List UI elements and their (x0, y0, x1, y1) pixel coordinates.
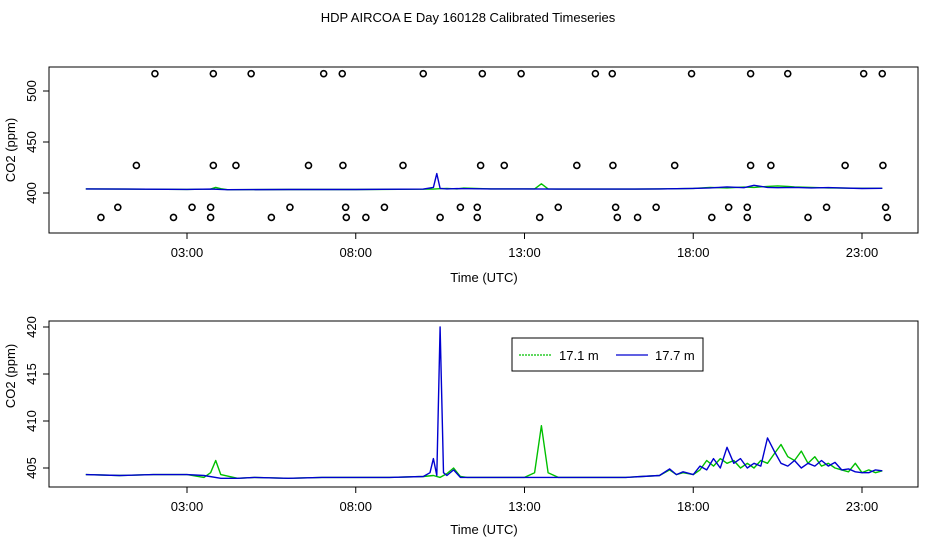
x-tick-label: 23:00 (846, 245, 879, 260)
series-line-17-7-m (85, 172, 883, 191)
calibration-point (883, 213, 892, 222)
calibration-point (286, 203, 294, 212)
series-line-17-7-m (85, 326, 883, 479)
calibration-point (341, 203, 350, 212)
calibration-point (517, 69, 525, 78)
x-tick-label: 08:00 (339, 245, 372, 260)
calibration-point (478, 69, 487, 78)
calibration-point (339, 161, 347, 170)
calibration-point (743, 213, 752, 222)
x-tick-label: 03:00 (171, 499, 204, 514)
y-axis-label: CO2 (ppm) (3, 344, 18, 408)
calibration-point (206, 203, 215, 212)
calibration-point (613, 213, 622, 222)
x-tick-label: 13:00 (508, 499, 541, 514)
calibration-point (608, 69, 617, 78)
calibration-point (399, 161, 407, 170)
calibration-point (319, 69, 328, 78)
calibration-point (97, 213, 105, 222)
calibration-point (132, 161, 141, 170)
calibration-point (879, 161, 887, 170)
x-tick-label: 18:00 (677, 499, 710, 514)
calibration-point (209, 161, 218, 170)
calibration-panel: 03:00 08:00 13:00 18:00 23:00 400 450 500 Time… (3, 66, 919, 285)
calibration-point (456, 203, 465, 212)
calibration-point (338, 69, 347, 78)
calibration-point (609, 161, 617, 170)
calibration-point (419, 69, 428, 78)
calibration-point (573, 161, 581, 170)
calibration-point (476, 161, 485, 170)
calibration-point (841, 161, 849, 170)
calibration-point (804, 213, 812, 222)
calibration-point (687, 69, 696, 78)
x-tick-label: 13:00 (508, 245, 541, 260)
calibration-point (304, 161, 313, 170)
calibration-point (783, 69, 792, 78)
calibration-point (708, 213, 716, 222)
calibration-point (500, 161, 509, 170)
calibration-point (611, 203, 620, 212)
calibration-point (633, 213, 642, 222)
calibration-point (209, 69, 218, 78)
calibration-point (746, 161, 755, 170)
y-axis-label: CO2 (ppm) (3, 118, 18, 182)
y-tick-label: 400 (24, 182, 39, 204)
calibration-point (267, 213, 276, 222)
calibration-point (436, 213, 444, 222)
calibration-point (746, 69, 755, 78)
calibration-point (724, 203, 733, 212)
plot-frame (48, 66, 919, 234)
calibration-point (670, 161, 679, 170)
y-tick-label: 415 (24, 363, 39, 385)
calibration-point (652, 203, 660, 212)
legend-label-17-1m: 17.1 m (559, 348, 599, 363)
calibration-point (859, 69, 868, 78)
calibration-point (554, 203, 563, 212)
calibration-point (380, 203, 389, 212)
calibration-point (591, 69, 600, 78)
legend-box (511, 337, 704, 372)
calibration-point (767, 161, 775, 170)
calibration-point (188, 203, 196, 212)
calibration-point (878, 69, 887, 78)
series-line-17-1-m (85, 425, 883, 479)
calibration-point (232, 161, 240, 170)
y-tick-label: 500 (24, 80, 39, 102)
calibration-point (535, 213, 544, 222)
x-tick-label: 23:00 (846, 499, 879, 514)
calibration-point (362, 213, 370, 222)
calibration-point (342, 213, 351, 222)
timeseries-panel: 03:00 08:00 13:00 18:00 23:00 405 410 415 420 T… (3, 316, 919, 537)
calibration-point (473, 213, 482, 222)
legend: 17.1 m 17.7 m (511, 337, 704, 372)
figure-title: HDP AIRCOA E Day 160128 Calibrated Times… (321, 10, 616, 25)
y-tick-label: 405 (24, 457, 39, 479)
calibration-point (206, 213, 215, 222)
plot-frame (48, 320, 919, 488)
x-tick-label: 08:00 (339, 499, 372, 514)
x-axis-label: Time (UTC) (450, 522, 517, 537)
x-axis-label: Time (UTC) (450, 270, 517, 285)
calibration-point (743, 203, 752, 212)
y-tick-label: 420 (24, 316, 39, 338)
legend-label-17-7m: 17.7 m (655, 348, 695, 363)
x-tick-label: 03:00 (171, 245, 204, 260)
x-tick-label: 18:00 (677, 245, 710, 260)
y-tick-label: 410 (24, 410, 39, 432)
y-tick-label: 450 (24, 131, 39, 153)
calibration-point (114, 203, 122, 212)
calibration-point (247, 69, 255, 78)
calibration-point (151, 69, 159, 78)
calibration-point (169, 213, 178, 222)
calibration-point (822, 203, 831, 212)
calibration-point (473, 203, 482, 212)
calibration-point (881, 203, 890, 212)
